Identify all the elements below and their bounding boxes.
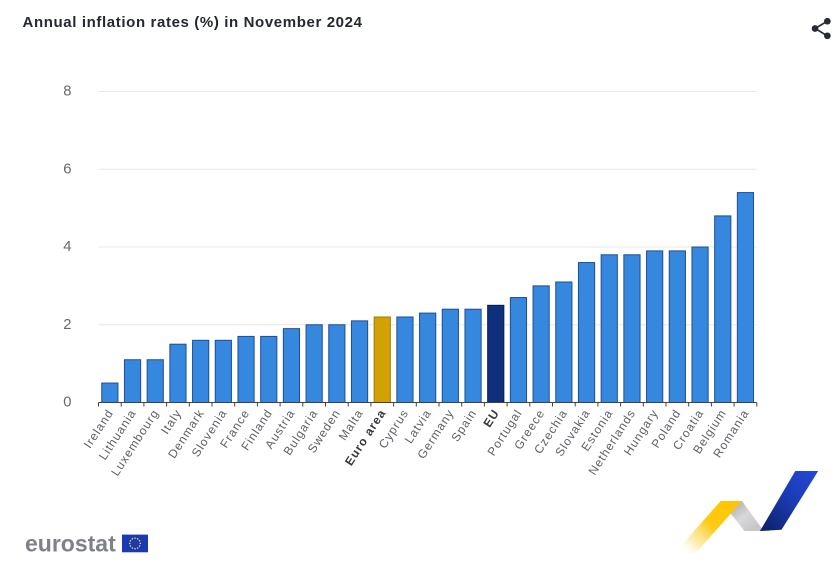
svg-text:8: 8 xyxy=(63,84,71,100)
svg-text:0: 0 xyxy=(63,395,71,411)
svg-text:2: 2 xyxy=(63,317,71,333)
svg-text:Annual inflation rates (%) in: Annual inflation rates (%) in November 2… xyxy=(23,14,363,31)
svg-text:4: 4 xyxy=(63,239,71,255)
svg-text:eurostat: eurostat xyxy=(25,531,116,557)
svg-text:6: 6 xyxy=(63,161,71,177)
